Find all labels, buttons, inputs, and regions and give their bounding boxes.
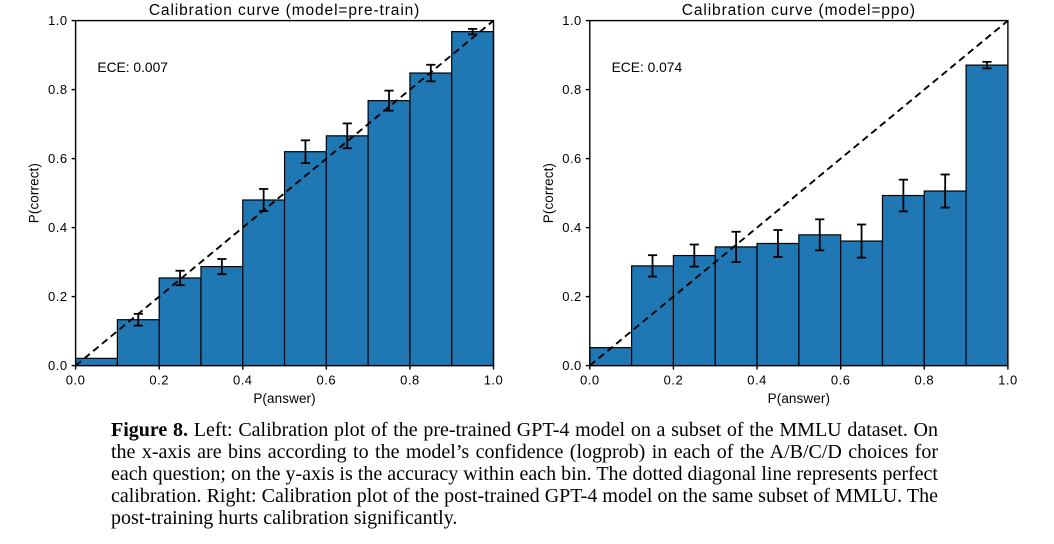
- svg-text:1.0: 1.0: [48, 13, 68, 28]
- svg-text:0.4: 0.4: [562, 220, 582, 235]
- svg-text:1.0: 1.0: [998, 373, 1018, 388]
- svg-text:P(correct): P(correct): [27, 163, 42, 223]
- svg-text:0.8: 0.8: [562, 82, 582, 97]
- svg-text:ECE: 0.007: ECE: 0.007: [97, 60, 168, 75]
- svg-text:0.2: 0.2: [149, 373, 169, 388]
- svg-text:0.8: 0.8: [48, 82, 68, 97]
- svg-text:0.0: 0.0: [562, 358, 582, 373]
- svg-text:P(answer): P(answer): [253, 391, 315, 406]
- svg-text:0.6: 0.6: [831, 373, 851, 388]
- svg-text:0.0: 0.0: [66, 373, 86, 388]
- svg-text:0.6: 0.6: [48, 151, 68, 166]
- svg-text:Calibration curve (model=ppo): Calibration curve (model=ppo): [682, 2, 916, 19]
- svg-text:ECE: 0.074: ECE: 0.074: [612, 60, 683, 75]
- svg-text:0.6: 0.6: [317, 373, 337, 388]
- svg-text:Calibration curve (model=pre-t: Calibration curve (model=pre-train): [149, 2, 420, 19]
- svg-text:0.6: 0.6: [562, 151, 582, 166]
- svg-text:0.4: 0.4: [48, 220, 68, 235]
- svg-text:1.0: 1.0: [562, 13, 582, 28]
- svg-text:0.8: 0.8: [400, 373, 420, 388]
- svg-text:P(correct): P(correct): [541, 163, 556, 223]
- svg-text:P(answer): P(answer): [768, 391, 830, 406]
- svg-text:0.2: 0.2: [562, 289, 582, 304]
- svg-text:0.0: 0.0: [48, 358, 68, 373]
- svg-text:0.0: 0.0: [580, 373, 600, 388]
- svg-text:0.8: 0.8: [914, 373, 934, 388]
- svg-text:0.2: 0.2: [664, 373, 684, 388]
- svg-text:1.0: 1.0: [484, 373, 504, 388]
- svg-text:0.2: 0.2: [48, 289, 68, 304]
- svg-text:0.4: 0.4: [233, 373, 253, 388]
- svg-text:0.4: 0.4: [747, 373, 767, 388]
